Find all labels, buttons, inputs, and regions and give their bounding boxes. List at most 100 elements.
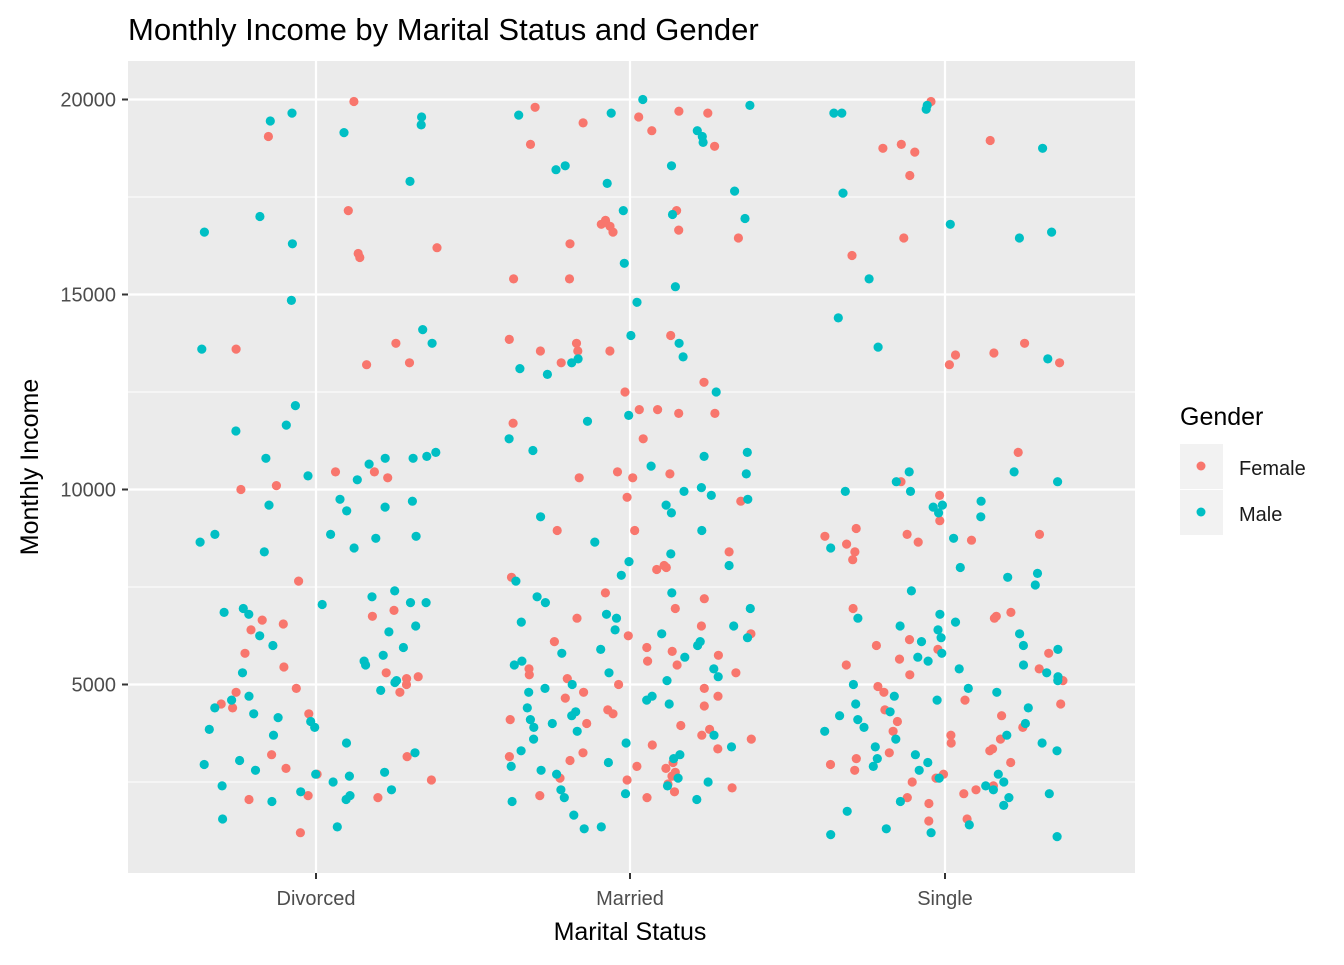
point-male	[268, 640, 278, 651]
point-male	[616, 570, 626, 580]
point-female	[524, 670, 534, 680]
point-female	[674, 408, 684, 418]
point-male	[837, 108, 847, 118]
point-female	[369, 467, 379, 477]
point-male	[667, 588, 677, 598]
point-female	[401, 679, 412, 690]
point-female	[294, 576, 304, 586]
point-female	[997, 711, 1007, 721]
point-female	[713, 650, 724, 660]
point-female	[556, 358, 566, 368]
point-male	[376, 685, 386, 696]
point-female	[413, 672, 423, 682]
point-male	[1023, 703, 1033, 713]
point-female	[966, 535, 977, 545]
point-male	[976, 512, 986, 522]
point-male	[525, 715, 536, 725]
point-male	[709, 664, 719, 674]
point-female	[950, 350, 961, 360]
point-male	[219, 607, 229, 618]
point-female	[871, 640, 882, 651]
point-male	[244, 691, 254, 701]
point-female	[240, 648, 250, 658]
point-male	[602, 178, 612, 188]
point-male	[341, 794, 351, 805]
point-female	[303, 791, 313, 801]
legend: Gender Female Male	[1180, 403, 1306, 535]
point-male	[679, 486, 689, 496]
point-female	[731, 668, 741, 678]
point-female	[622, 492, 632, 502]
point-female	[989, 348, 999, 358]
point-male	[551, 165, 561, 175]
point-female	[330, 467, 341, 477]
point-male	[706, 490, 716, 500]
point-male	[556, 785, 566, 795]
point-male	[311, 769, 321, 779]
point-male	[532, 592, 542, 602]
point-female	[713, 744, 723, 754]
point-male	[509, 660, 519, 670]
point-male	[661, 500, 671, 510]
point-female	[905, 170, 915, 181]
point-male	[934, 773, 944, 783]
point-male	[1018, 640, 1028, 651]
point-male	[286, 295, 296, 305]
point-male	[349, 543, 359, 553]
point-male	[742, 447, 752, 457]
point-female	[697, 730, 707, 740]
point-male	[529, 734, 539, 744]
point-male	[891, 477, 901, 487]
point-female	[295, 828, 305, 838]
point-female	[643, 656, 653, 666]
point-male	[699, 451, 709, 461]
point-male	[290, 401, 300, 411]
point-male	[516, 617, 526, 627]
point-female	[504, 334, 514, 344]
plot-panel	[128, 61, 1135, 873]
point-male	[835, 711, 845, 721]
point-male	[703, 777, 713, 787]
point-male	[596, 644, 606, 655]
point-male	[517, 656, 527, 666]
point-male	[664, 699, 674, 709]
point-male	[287, 108, 297, 118]
point-male	[905, 486, 916, 496]
point-female	[674, 106, 684, 116]
point-female	[291, 683, 301, 694]
point-male	[268, 730, 279, 740]
point-female	[608, 709, 618, 719]
point-male	[408, 453, 418, 463]
point-male	[361, 660, 371, 670]
point-female	[971, 785, 981, 795]
point-male	[999, 777, 1009, 787]
point-male	[935, 609, 945, 619]
point-male	[540, 598, 551, 608]
point-male	[740, 213, 750, 224]
point-female	[508, 274, 519, 284]
point-male	[238, 603, 248, 614]
point-female	[894, 654, 905, 664]
point-male	[624, 410, 634, 420]
point-male	[522, 703, 532, 713]
point-female	[1044, 648, 1054, 658]
point-male	[926, 828, 936, 838]
point-male	[851, 699, 861, 709]
point-male	[864, 274, 874, 284]
point-female	[873, 681, 883, 692]
point-male	[1030, 580, 1040, 590]
point-male	[237, 668, 248, 678]
point-female	[674, 225, 684, 235]
point-male	[511, 576, 521, 586]
point-female	[696, 621, 707, 631]
y-axis-title: Monthly Income	[16, 379, 44, 555]
point-female	[353, 248, 363, 259]
point-female	[231, 344, 241, 354]
point-male	[745, 603, 755, 614]
point-male	[1047, 227, 1057, 237]
point-male	[1052, 832, 1062, 842]
point-female	[535, 791, 545, 801]
point-male	[572, 726, 582, 736]
point-female	[578, 118, 588, 128]
